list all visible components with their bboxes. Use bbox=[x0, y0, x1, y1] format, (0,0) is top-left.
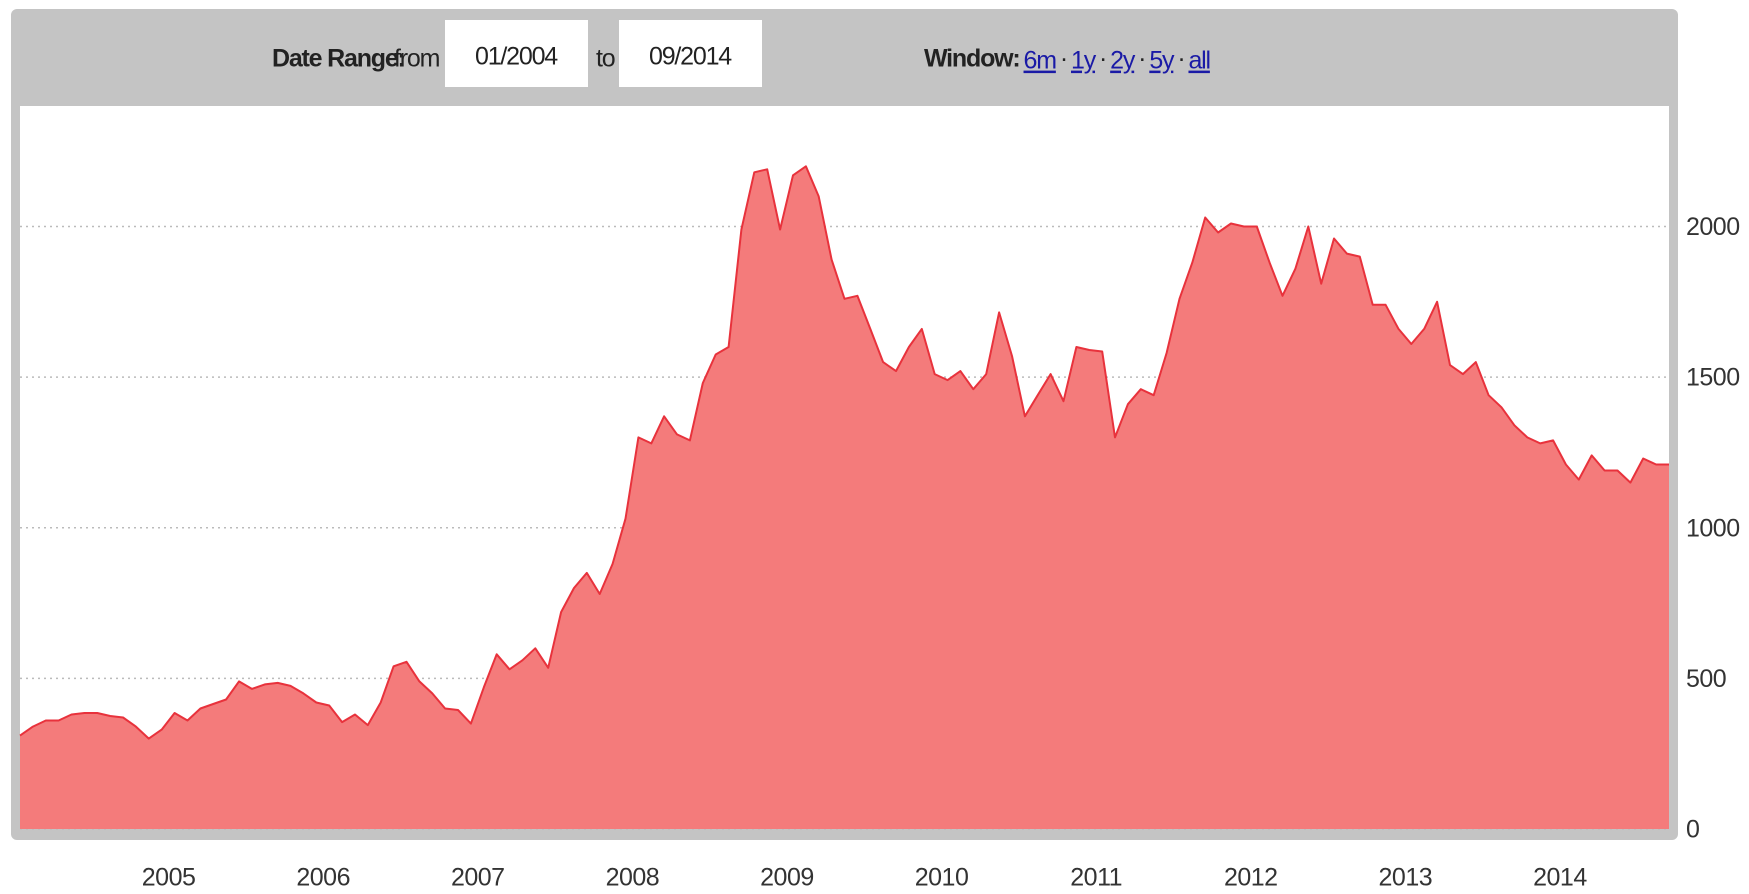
from-value[interactable]: 01/2004 bbox=[475, 43, 559, 71]
y-tick-label: 0 bbox=[1686, 816, 1699, 844]
area-fill bbox=[20, 166, 1669, 830]
from-label: from bbox=[394, 45, 440, 73]
x-tick-label: 2014 bbox=[1533, 864, 1587, 892]
date-range-label: Date Range: bbox=[272, 45, 405, 73]
x-tick-label: 2013 bbox=[1379, 864, 1433, 892]
to-input[interactable] bbox=[619, 20, 762, 87]
window-link[interactable]: 2y bbox=[1110, 47, 1137, 75]
x-tick-label: 2012 bbox=[1224, 864, 1278, 892]
x-tick-label: 2010 bbox=[915, 864, 969, 892]
window-link[interactable]: 6m bbox=[1024, 47, 1058, 75]
x-tick-label: 2009 bbox=[760, 864, 814, 892]
window-link[interactable]: all bbox=[1188, 47, 1211, 75]
y-tick-label: 2000 bbox=[1686, 213, 1740, 241]
y-tick-label: 1500 bbox=[1686, 364, 1740, 392]
separator: · bbox=[1177, 45, 1184, 73]
x-tick-label: 2006 bbox=[296, 864, 350, 892]
header: Date Range: from 01/2004 to 09/2014 Wind… bbox=[272, 20, 1211, 87]
from-input[interactable] bbox=[445, 20, 588, 87]
window-link[interactable]: 1y bbox=[1071, 47, 1098, 75]
separator: · bbox=[1138, 45, 1145, 73]
to-value[interactable]: 09/2014 bbox=[649, 43, 733, 71]
area-line bbox=[19, 165, 1669, 740]
separator: · bbox=[1099, 45, 1106, 73]
to-label: to bbox=[596, 45, 615, 73]
window-label: Window: bbox=[924, 45, 1020, 73]
x-tick-label: 2008 bbox=[606, 864, 660, 892]
y-tick-label: 1000 bbox=[1686, 514, 1740, 542]
x-tick-label: 2005 bbox=[142, 864, 196, 892]
y-tick-label: 500 bbox=[1686, 665, 1726, 693]
separator: · bbox=[1060, 45, 1067, 73]
x-tick-label: 2007 bbox=[451, 864, 505, 892]
x-tick-label: 2011 bbox=[1070, 864, 1122, 892]
window-link[interactable]: 5y bbox=[1149, 47, 1176, 75]
